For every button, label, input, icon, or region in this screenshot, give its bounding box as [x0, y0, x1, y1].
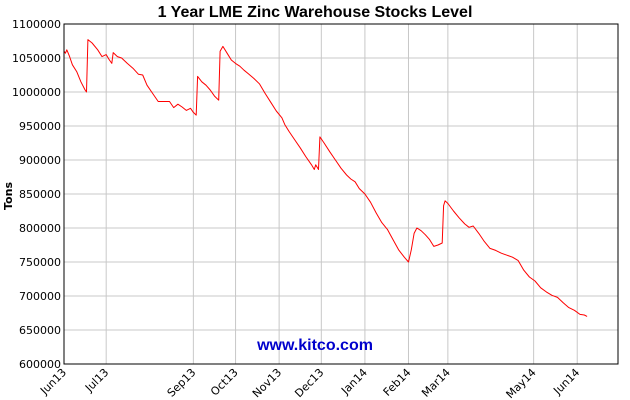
y-tick-label: 1100000: [12, 18, 61, 31]
y-axis-label: Tons: [2, 182, 15, 210]
y-tick-label: 850000: [19, 188, 61, 201]
line-layer: [63, 39, 588, 317]
y-tick-label: 1000000: [12, 86, 61, 99]
x-tick-label: Dec13: [292, 366, 326, 400]
x-tick-label: May14: [504, 366, 539, 400]
x-tick-label: Oct13: [208, 366, 241, 399]
x-tick-label: Mar14: [419, 366, 453, 400]
x-tick-label: Jul13: [82, 366, 111, 395]
y-tick-label: 1050000: [12, 52, 61, 65]
watermark-text: www.kitco.com: [256, 337, 373, 354]
y-tick-label: 950000: [19, 120, 61, 133]
x-tick-label: Nov13: [250, 366, 284, 400]
series-line: [63, 39, 588, 317]
x-tick-label: Sep13: [165, 366, 199, 400]
y-tick-label: 800000: [19, 222, 61, 235]
x-tick-label: Jan14: [338, 366, 370, 398]
x-tick-label: Feb14: [381, 366, 414, 399]
y-tick-label: 700000: [19, 290, 61, 303]
x-tick-label: Jun14: [550, 366, 582, 398]
y-tick-label: 600000: [19, 358, 61, 371]
plot-frame: [63, 23, 619, 365]
y-tick-label: 750000: [19, 256, 61, 269]
grid-layer: [63, 23, 618, 365]
chart-title: 1 Year LME Zinc Warehouse Stocks Level: [158, 4, 473, 21]
y-tick-label: 650000: [19, 324, 61, 337]
y-tick-label: 900000: [19, 154, 61, 167]
